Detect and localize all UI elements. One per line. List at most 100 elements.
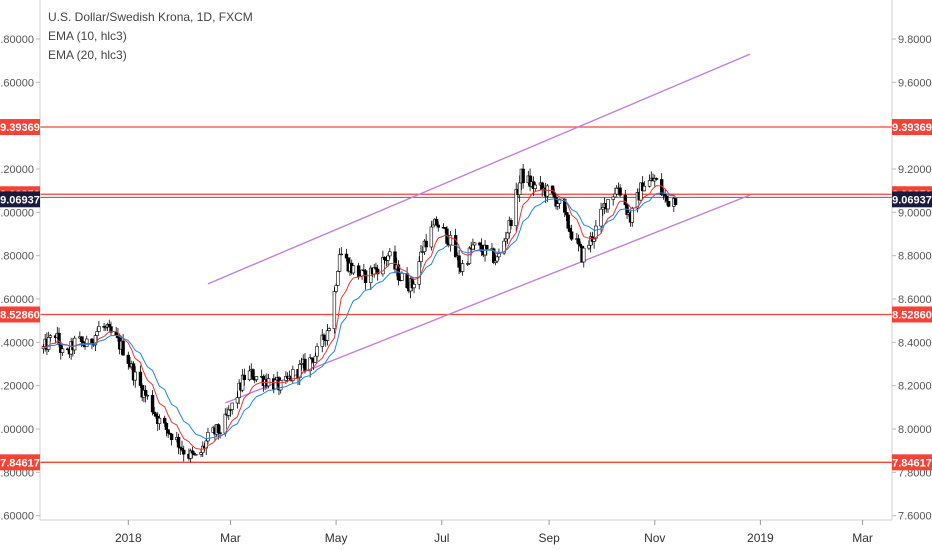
trendlines[interactable] (207, 53, 751, 404)
chart-title[interactable]: U.S. Dollar/Swedish Krona, 1D, FXCM (48, 10, 253, 24)
candle-body (431, 224, 435, 228)
candle-body (303, 358, 307, 372)
candle-body (351, 265, 356, 274)
candle-body (339, 253, 344, 256)
candle-body (169, 433, 174, 440)
horizontal-levels[interactable] (40, 126, 892, 463)
candle-body (97, 326, 101, 332)
candle-body (126, 354, 131, 364)
candle-body (192, 452, 196, 455)
y-tick-label-left: 7.60000 (0, 511, 34, 523)
candle-body (322, 334, 326, 341)
candle-body (356, 265, 361, 277)
level-tag-left-text: 9.39369 (0, 122, 40, 134)
level-tag-left-bg (0, 119, 40, 136)
y-tick-label-left: 9.20000 (0, 164, 34, 176)
y-tick-label-left: 9.60000 (0, 77, 34, 89)
y-tick-label-right: 9.00000 (898, 207, 932, 219)
last-price-tag-left-text: 9.06937 (0, 194, 40, 206)
level-tag-right-text: 7.84617 (892, 457, 932, 469)
last-price-tag-right-text: 9.06937 (892, 194, 932, 206)
level-tag-left-bg (0, 454, 40, 471)
level-tag-left: 8.52860 (0, 306, 40, 323)
candle-body (251, 369, 255, 380)
candles (41, 164, 678, 463)
candle-body (298, 364, 302, 379)
candle-body (150, 394, 155, 413)
candle-body (48, 335, 53, 338)
candle-body (419, 251, 423, 262)
candle-body (457, 255, 461, 268)
candle-body (133, 371, 137, 381)
candle-body (57, 332, 61, 345)
candle-body (630, 207, 634, 223)
candle-body (154, 413, 158, 417)
candle-body (254, 376, 259, 380)
x-tick-label: May (325, 531, 348, 545)
candle-body (60, 348, 65, 353)
candle-body (564, 212, 569, 216)
candle-body (514, 189, 518, 226)
candle-body (218, 432, 222, 434)
candle-body (95, 331, 99, 336)
chart-legend: U.S. Dollar/Swedish Krona, 1D, FXCM EMA … (48, 8, 253, 65)
candle-body (509, 220, 513, 226)
x-tick-label: Jul (434, 531, 449, 545)
ema-10-line (43, 185, 676, 450)
candle-body (157, 417, 162, 424)
candle-body (235, 397, 240, 404)
candle-body (308, 357, 312, 372)
candle-body (566, 214, 570, 229)
candle-body (388, 251, 392, 257)
candle-body (472, 242, 477, 246)
candle-body (599, 208, 603, 227)
level-tag-right: 8.52860 (892, 306, 932, 323)
candle-body (138, 371, 143, 386)
candle-body (429, 226, 434, 248)
y-tick-label-right: 7.60000 (898, 511, 932, 523)
last-price-tag-left: 9.06937 (0, 191, 40, 208)
candle-body (613, 193, 617, 198)
y-tick-label-left: 9.00000 (0, 207, 34, 219)
candle-body (313, 355, 318, 363)
y-tick-label-left: 7.80000 (0, 467, 34, 479)
candle-body (495, 256, 499, 262)
legend-ema-20[interactable]: EMA (20, hlc3) (48, 48, 127, 62)
candle-body (46, 337, 51, 350)
candle-body (375, 268, 380, 275)
x-tick-label: 2019 (747, 531, 774, 545)
candle-body (663, 193, 667, 197)
candle-body (182, 449, 186, 455)
candle-body (400, 273, 404, 281)
candle-body (164, 422, 169, 430)
candle-body (279, 380, 283, 391)
candle-body (85, 338, 89, 347)
candle-body (569, 231, 574, 240)
y-tick-label-left: 8.60000 (0, 294, 34, 306)
candle-body (611, 196, 615, 200)
candle-body (227, 409, 231, 416)
candle-body (552, 192, 557, 198)
candle-body (143, 389, 148, 396)
candle-body (587, 244, 591, 249)
candle-body (467, 247, 472, 264)
legend-ema-10[interactable]: EMA (10, hlc3) (48, 29, 127, 43)
level-tag-right-bg (892, 119, 932, 136)
candle-body (145, 394, 150, 397)
last-price-tag-left-bg (0, 191, 40, 208)
candle-body (665, 195, 669, 202)
candle-body (533, 184, 537, 189)
ema-20-line (43, 192, 676, 440)
candle-body (107, 324, 111, 327)
candle-body (273, 379, 278, 390)
candle-body (556, 203, 560, 207)
candle-body (247, 370, 252, 380)
y-tick-label-left: 8.40000 (0, 337, 34, 349)
trendline (225, 194, 751, 404)
y-tick-label-left: 8.20000 (0, 381, 34, 393)
level-tag-right: 9.39369 (892, 119, 932, 136)
candle-body (315, 346, 319, 357)
y-tick-label-right: 8.80000 (898, 251, 932, 263)
